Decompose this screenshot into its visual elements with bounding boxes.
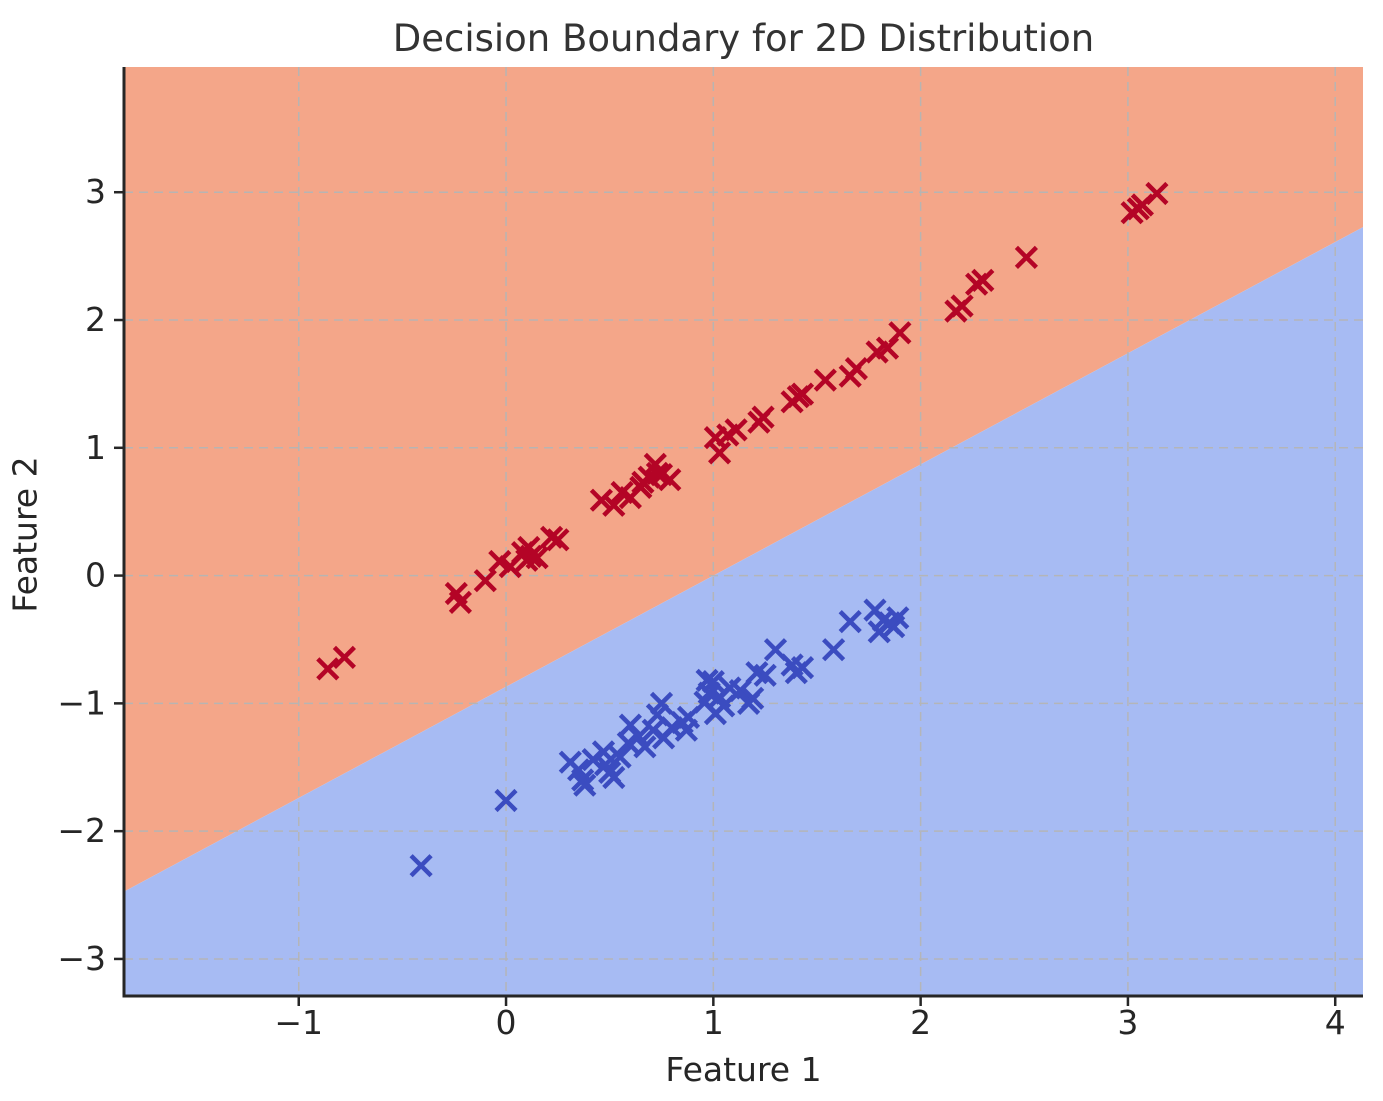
x-marker (813, 368, 837, 392)
y-tick-label: −1 (57, 683, 106, 722)
x-marker (701, 670, 725, 694)
x-marker (790, 656, 815, 680)
y-axis-label: Feature 2 (5, 456, 45, 613)
x-marker (822, 638, 846, 662)
x-marker (633, 735, 657, 759)
gridlines (124, 67, 1363, 996)
x-tick-label: 4 (1325, 1003, 1346, 1042)
x-marker (589, 488, 613, 512)
y-tick-label: −2 (57, 811, 106, 850)
x-marker (844, 357, 868, 381)
y-tick-label: 3 (85, 172, 106, 211)
x-marker (525, 546, 549, 570)
x-marker (494, 788, 518, 813)
series-class-0-red (316, 181, 1169, 681)
tick-marks (114, 190, 1337, 1006)
x-marker (838, 610, 862, 634)
x-marker (751, 405, 775, 429)
x-marker (1145, 181, 1169, 206)
x-marker (608, 745, 632, 769)
chart-title: Decision Boundary for 2D Distribution (392, 17, 1095, 60)
x-marker (658, 468, 682, 492)
x-marker (519, 544, 543, 568)
x-marker (971, 268, 995, 292)
x-tick-label: 0 (496, 1003, 517, 1042)
x-marker (724, 418, 748, 442)
x-marker (618, 713, 642, 737)
x-marker (316, 657, 340, 681)
x-tick-label: 2 (910, 1003, 931, 1042)
x-marker (708, 441, 732, 465)
decision-region-red (124, 67, 1363, 892)
x-marker (950, 294, 974, 318)
x-marker (332, 645, 356, 669)
x-marker (573, 773, 597, 797)
plot-region (124, 67, 1363, 996)
x-marker (753, 663, 777, 687)
x-marker (473, 569, 497, 593)
x-tick-label: 3 (1117, 1003, 1138, 1042)
decision-region-blue (124, 227, 1363, 996)
x-tick-label: 1 (703, 1003, 724, 1042)
y-tick-label: 2 (85, 300, 106, 339)
x-marker (602, 493, 626, 517)
x-marker (409, 854, 433, 878)
y-tick-label: 1 (85, 428, 106, 467)
x-marker (602, 765, 626, 790)
y-tick-labels: −3 −2 −1 0 1 2 3 (57, 172, 106, 978)
y-tick-label: 0 (85, 556, 106, 595)
x-marker (728, 679, 752, 703)
x-tick-labels: −1 0 1 2 3 4 (274, 1003, 1345, 1042)
x-marker (540, 525, 564, 549)
x-marker (1014, 245, 1038, 269)
x-axis-label: Feature 1 (665, 1050, 822, 1089)
series-class-1-blue (409, 598, 910, 878)
x-marker (448, 590, 472, 614)
x-marker (546, 528, 570, 552)
x-marker (649, 691, 674, 715)
x-marker (886, 606, 910, 630)
y-tick-label: −3 (57, 939, 106, 978)
x-tick-label: −1 (274, 1003, 323, 1042)
x-marker (888, 321, 912, 345)
axes-spines (122, 67, 1363, 998)
x-marker (741, 686, 765, 710)
x-marker (790, 382, 815, 406)
